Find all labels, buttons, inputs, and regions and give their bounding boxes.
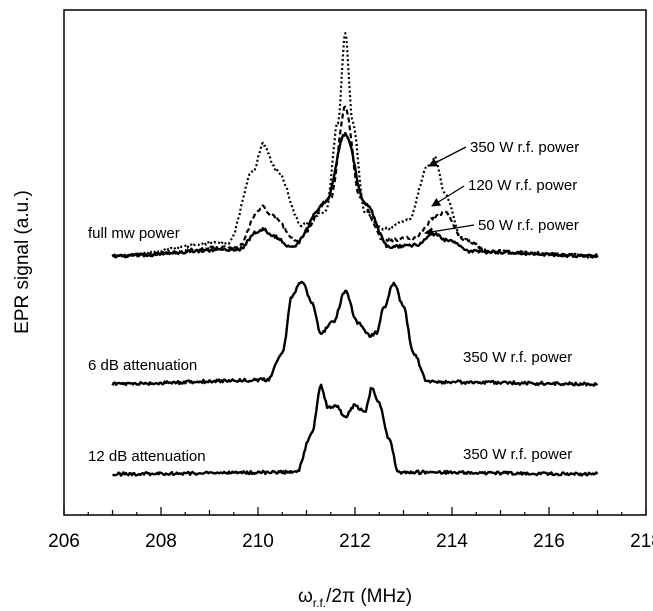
- x-tick-label: 214: [436, 531, 468, 552]
- arrow-120w: [431, 185, 465, 207]
- y-axis-label: EPR signal (a.u.): [12, 190, 33, 334]
- x-tick-label: 208: [145, 531, 177, 552]
- x-tick-label: 216: [533, 531, 565, 552]
- group-label-full-mw: full mw power: [88, 225, 180, 242]
- x-axis-label: ωr.f./2π (MHz): [298, 586, 412, 610]
- annotation-120w: 120 W r.f. power: [468, 177, 577, 194]
- group-label-6db: 6 dB attenuation: [88, 357, 197, 374]
- x-tick-label: 212: [339, 531, 371, 552]
- x-axis-label-subscript: r.f.: [313, 596, 326, 610]
- x-axis-label-rest: /2π (MHz): [326, 586, 412, 607]
- annotation-350w-6db: 350 W r.f. power: [463, 349, 572, 366]
- x-tick-label: 206: [48, 531, 80, 552]
- arrow-350w: [428, 146, 467, 167]
- series-line-1-0: [111, 280, 599, 387]
- annotation-350w-top: 350 W r.f. power: [470, 139, 579, 156]
- annotation-50w: 50 W r.f. power: [478, 217, 579, 234]
- series-layer: [111, 32, 599, 477]
- x-axis-tick-labels: 206 208 210 212 214 216 218: [48, 531, 653, 552]
- group-label-12db: 12 dB attenuation: [88, 448, 206, 465]
- x-axis-ticks: [63, 507, 647, 515]
- arrow-50w: [424, 224, 475, 237]
- annotation-350w-12db: 350 W r.f. power: [463, 446, 572, 463]
- x-tick-label: 218: [630, 531, 653, 552]
- x-axis-label-omega: ω: [298, 586, 313, 607]
- plot-frame: [63, 9, 647, 516]
- x-tick-label: 210: [242, 531, 274, 552]
- series-line-0-2: [111, 131, 599, 259]
- series-line-2-0: [112, 383, 599, 477]
